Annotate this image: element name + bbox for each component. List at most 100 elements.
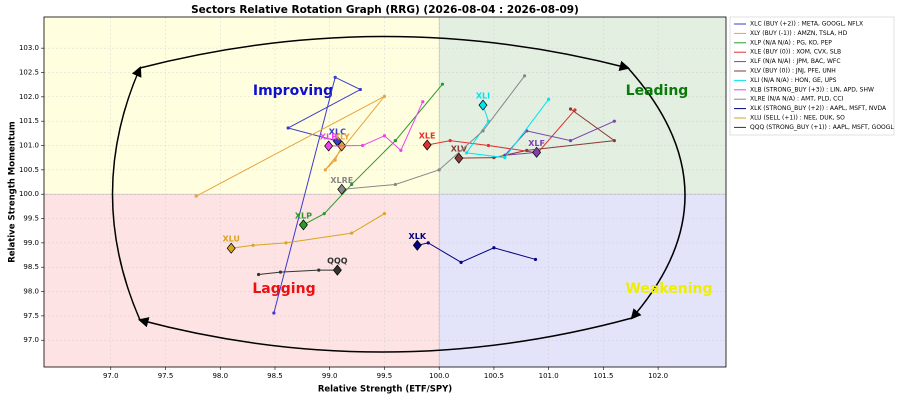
head-label: XLC bbox=[329, 128, 346, 137]
tail-point bbox=[612, 139, 616, 143]
tail-point bbox=[573, 108, 577, 112]
y-tick-label: 100.5 bbox=[19, 166, 39, 174]
tail-point bbox=[360, 143, 365, 148]
y-tick-label: 98.0 bbox=[23, 288, 39, 296]
head-marker bbox=[324, 140, 334, 152]
quadrant-label: Improving bbox=[253, 83, 333, 99]
head-label: XLY bbox=[334, 132, 350, 141]
arrow bbox=[137, 317, 633, 353]
y-tick-label: 97.5 bbox=[23, 312, 39, 320]
tail-point bbox=[350, 182, 354, 187]
tail-point bbox=[568, 107, 573, 111]
legend-label: XLP (N/A N/A) : PG, KO, PEP bbox=[750, 39, 832, 46]
quadrant-label: Weakening bbox=[625, 281, 712, 297]
head-marker bbox=[337, 183, 347, 195]
x-tick-label: 99.5 bbox=[377, 372, 393, 380]
tail-line bbox=[258, 269, 338, 276]
tail-point bbox=[486, 143, 491, 148]
tail-point bbox=[358, 87, 362, 92]
head-label: QQQ bbox=[327, 257, 348, 266]
tail-point bbox=[547, 97, 551, 101]
tail-point bbox=[481, 129, 485, 133]
head-marker bbox=[412, 239, 422, 251]
arrow bbox=[111, 66, 142, 321]
x-axis-label: Relative Strength (ETF/SPY) bbox=[318, 385, 452, 395]
tail-point bbox=[393, 182, 397, 187]
head-marker bbox=[332, 264, 342, 276]
legend: XLC (BUY (+2)) : META, GOOGL, NFLX XLY (B… bbox=[729, 16, 895, 136]
tail-point bbox=[333, 158, 337, 162]
head-label: XLRE bbox=[330, 176, 353, 185]
tail-point bbox=[333, 75, 337, 79]
legend-box bbox=[729, 16, 895, 136]
tail-point bbox=[533, 257, 538, 262]
tail-point bbox=[251, 243, 255, 247]
tail-point bbox=[437, 168, 441, 172]
rotation-arrows bbox=[111, 35, 686, 353]
y-tick-label: 101.5 bbox=[19, 117, 39, 125]
tail-point bbox=[568, 139, 573, 143]
head-marker bbox=[422, 139, 432, 151]
x-tick-label: 97.5 bbox=[158, 372, 174, 380]
tail-point bbox=[382, 94, 387, 98]
chart-title: Sectors Relative Rotation Graph (RRG) (2… bbox=[191, 4, 579, 16]
head-label: XLK bbox=[409, 232, 427, 241]
y-tick-label: 101.0 bbox=[19, 142, 39, 150]
grid bbox=[41, 17, 726, 370]
arrow bbox=[627, 67, 686, 320]
head-label: XLV bbox=[451, 145, 468, 154]
quadrant bbox=[44, 194, 440, 367]
x-tick-label: 99.0 bbox=[322, 372, 338, 380]
y-tick-label: 99.5 bbox=[23, 215, 39, 223]
quadrant-label: Lagging bbox=[252, 281, 315, 297]
legend-label: XLE (BUY (0)) : XOM, CVX, SLB bbox=[750, 49, 841, 56]
legend-label: XLK (STRONG_BUY (+2)) : AAPL, MSFT, NVDA bbox=[750, 105, 887, 112]
y-axis-label: Relative Strength Momentum bbox=[8, 121, 18, 263]
quadrants bbox=[44, 17, 726, 367]
tail-point bbox=[399, 148, 403, 152]
tail-point bbox=[323, 168, 327, 172]
tail-point bbox=[278, 270, 283, 274]
head-label: XLB bbox=[320, 132, 337, 141]
plot: Improving LeadingWeakeningLaggingXLCXLYXL… bbox=[194, 74, 713, 315]
legend-label: QQQ (STRONG_BUY (+1)) : AAPL, MSFT, GOOG… bbox=[750, 124, 894, 131]
x-tick-label: 101.0 bbox=[539, 372, 559, 380]
x-tick-label: 100.0 bbox=[429, 372, 449, 380]
tail-point bbox=[393, 139, 397, 143]
y-tick-label: 98.5 bbox=[23, 263, 39, 271]
legend-label: XLB (STRONG_BUY (+3)) : LIN, APD, SHW bbox=[750, 86, 874, 93]
head-marker bbox=[226, 242, 236, 254]
tail-point bbox=[256, 272, 261, 277]
legend-label: XLV (BUY (0)) : JNJ, PFE, UNH bbox=[750, 68, 836, 75]
arrow bbox=[139, 35, 631, 71]
tail-point bbox=[503, 156, 507, 160]
x-tick-label: 100.5 bbox=[484, 372, 504, 380]
tail-point bbox=[426, 241, 430, 245]
quadrant bbox=[44, 17, 440, 195]
head-label: XLI bbox=[476, 92, 490, 101]
tail-point bbox=[317, 268, 321, 272]
tail-point bbox=[350, 231, 354, 235]
head-marker bbox=[532, 146, 542, 158]
tail-point bbox=[459, 260, 463, 264]
tail-point bbox=[464, 151, 469, 155]
tail-point bbox=[421, 100, 425, 104]
tail-point bbox=[492, 246, 496, 250]
quadrant-label: Leading bbox=[626, 83, 689, 99]
tail-point bbox=[382, 134, 387, 138]
head-marker bbox=[298, 219, 308, 231]
legend-label: XLU (SELL (+1)) : NEE, DUK, SO bbox=[750, 115, 845, 122]
head-marker bbox=[454, 152, 464, 164]
y-tick-label: 102.0 bbox=[19, 93, 39, 101]
head-label: XLE bbox=[419, 132, 436, 141]
x-tick-label: 102.0 bbox=[648, 372, 668, 380]
head-label: XLU bbox=[222, 235, 239, 244]
x-tick-label: 98.0 bbox=[212, 372, 228, 380]
legend-label: XLC (BUY (+2)) : META, GOOGL, NFLX bbox=[750, 21, 863, 28]
tail-point bbox=[382, 212, 387, 216]
legend-label: XLRE (N/A N/A) : AMT, PLD, CCI bbox=[750, 96, 844, 103]
x-tick-label: 97.0 bbox=[103, 372, 119, 380]
tail-point bbox=[194, 194, 198, 198]
head-marker bbox=[478, 99, 488, 111]
